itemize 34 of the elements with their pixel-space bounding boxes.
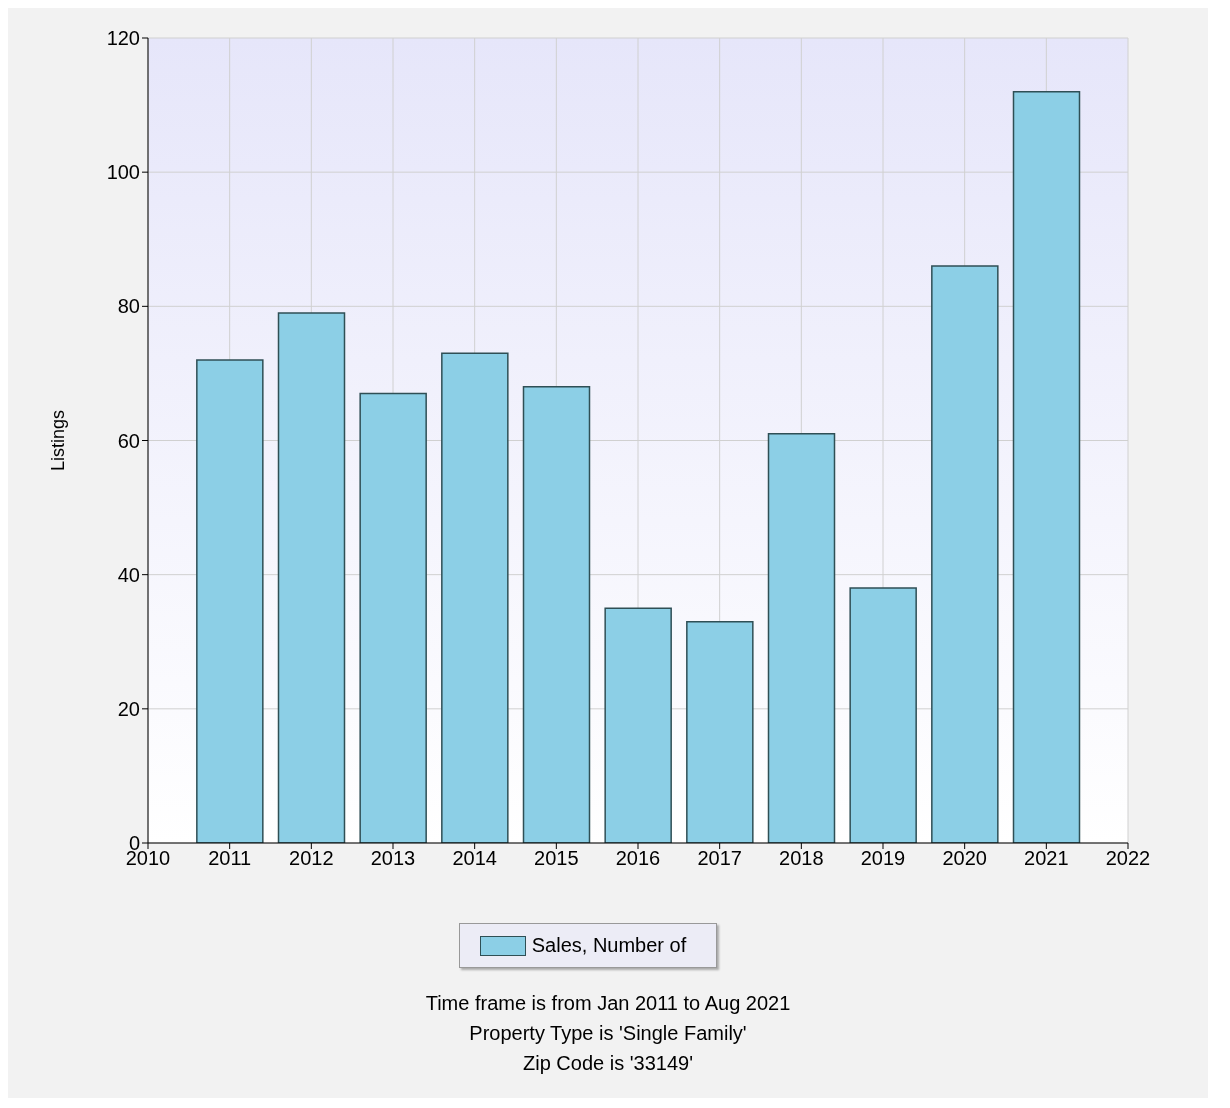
x-tick-label: 2016	[615, 847, 661, 870]
y-tick-label: 80	[117, 295, 140, 318]
x-tick-label: 2022	[1105, 847, 1151, 870]
bar	[604, 607, 672, 843]
bar	[931, 265, 999, 843]
x-tick-label: 2017	[697, 847, 742, 870]
x-tick-label: 2012	[289, 847, 334, 870]
bar	[441, 352, 509, 843]
bar	[686, 620, 754, 843]
x-tick-label: 2015	[534, 847, 579, 870]
text: Time frame is from Jan 2011 to Aug 2021	[424, 991, 792, 1016]
x-tick-label: 2014	[452, 847, 497, 870]
x-tick-label: 2021	[1024, 847, 1069, 870]
bar	[849, 587, 917, 843]
y-tick-label: 40	[117, 563, 140, 586]
x-tick-label: 2011	[208, 847, 252, 870]
y-axis-title: Listings	[48, 409, 69, 472]
bar	[359, 392, 427, 843]
x-tick-label: 2020	[942, 847, 987, 870]
y-tick-label: 20	[117, 697, 140, 720]
y-tick-label: 120	[106, 27, 140, 50]
bar	[767, 433, 836, 843]
legend-label: Sales, Number of	[531, 934, 687, 957]
text: Property Type is 'Single Family'	[468, 1021, 748, 1046]
bar	[196, 359, 264, 843]
x-tick-label: 2018	[779, 847, 824, 870]
y-tick-label: 100	[106, 161, 140, 184]
bar	[277, 312, 346, 843]
x-tick-label: 2013	[370, 847, 416, 870]
bar	[1012, 90, 1081, 843]
y-tick-label: 60	[117, 429, 140, 452]
bar	[522, 386, 591, 843]
x-tick-label: 2019	[860, 847, 906, 870]
text: Zip Code is '33149'	[522, 1051, 694, 1076]
